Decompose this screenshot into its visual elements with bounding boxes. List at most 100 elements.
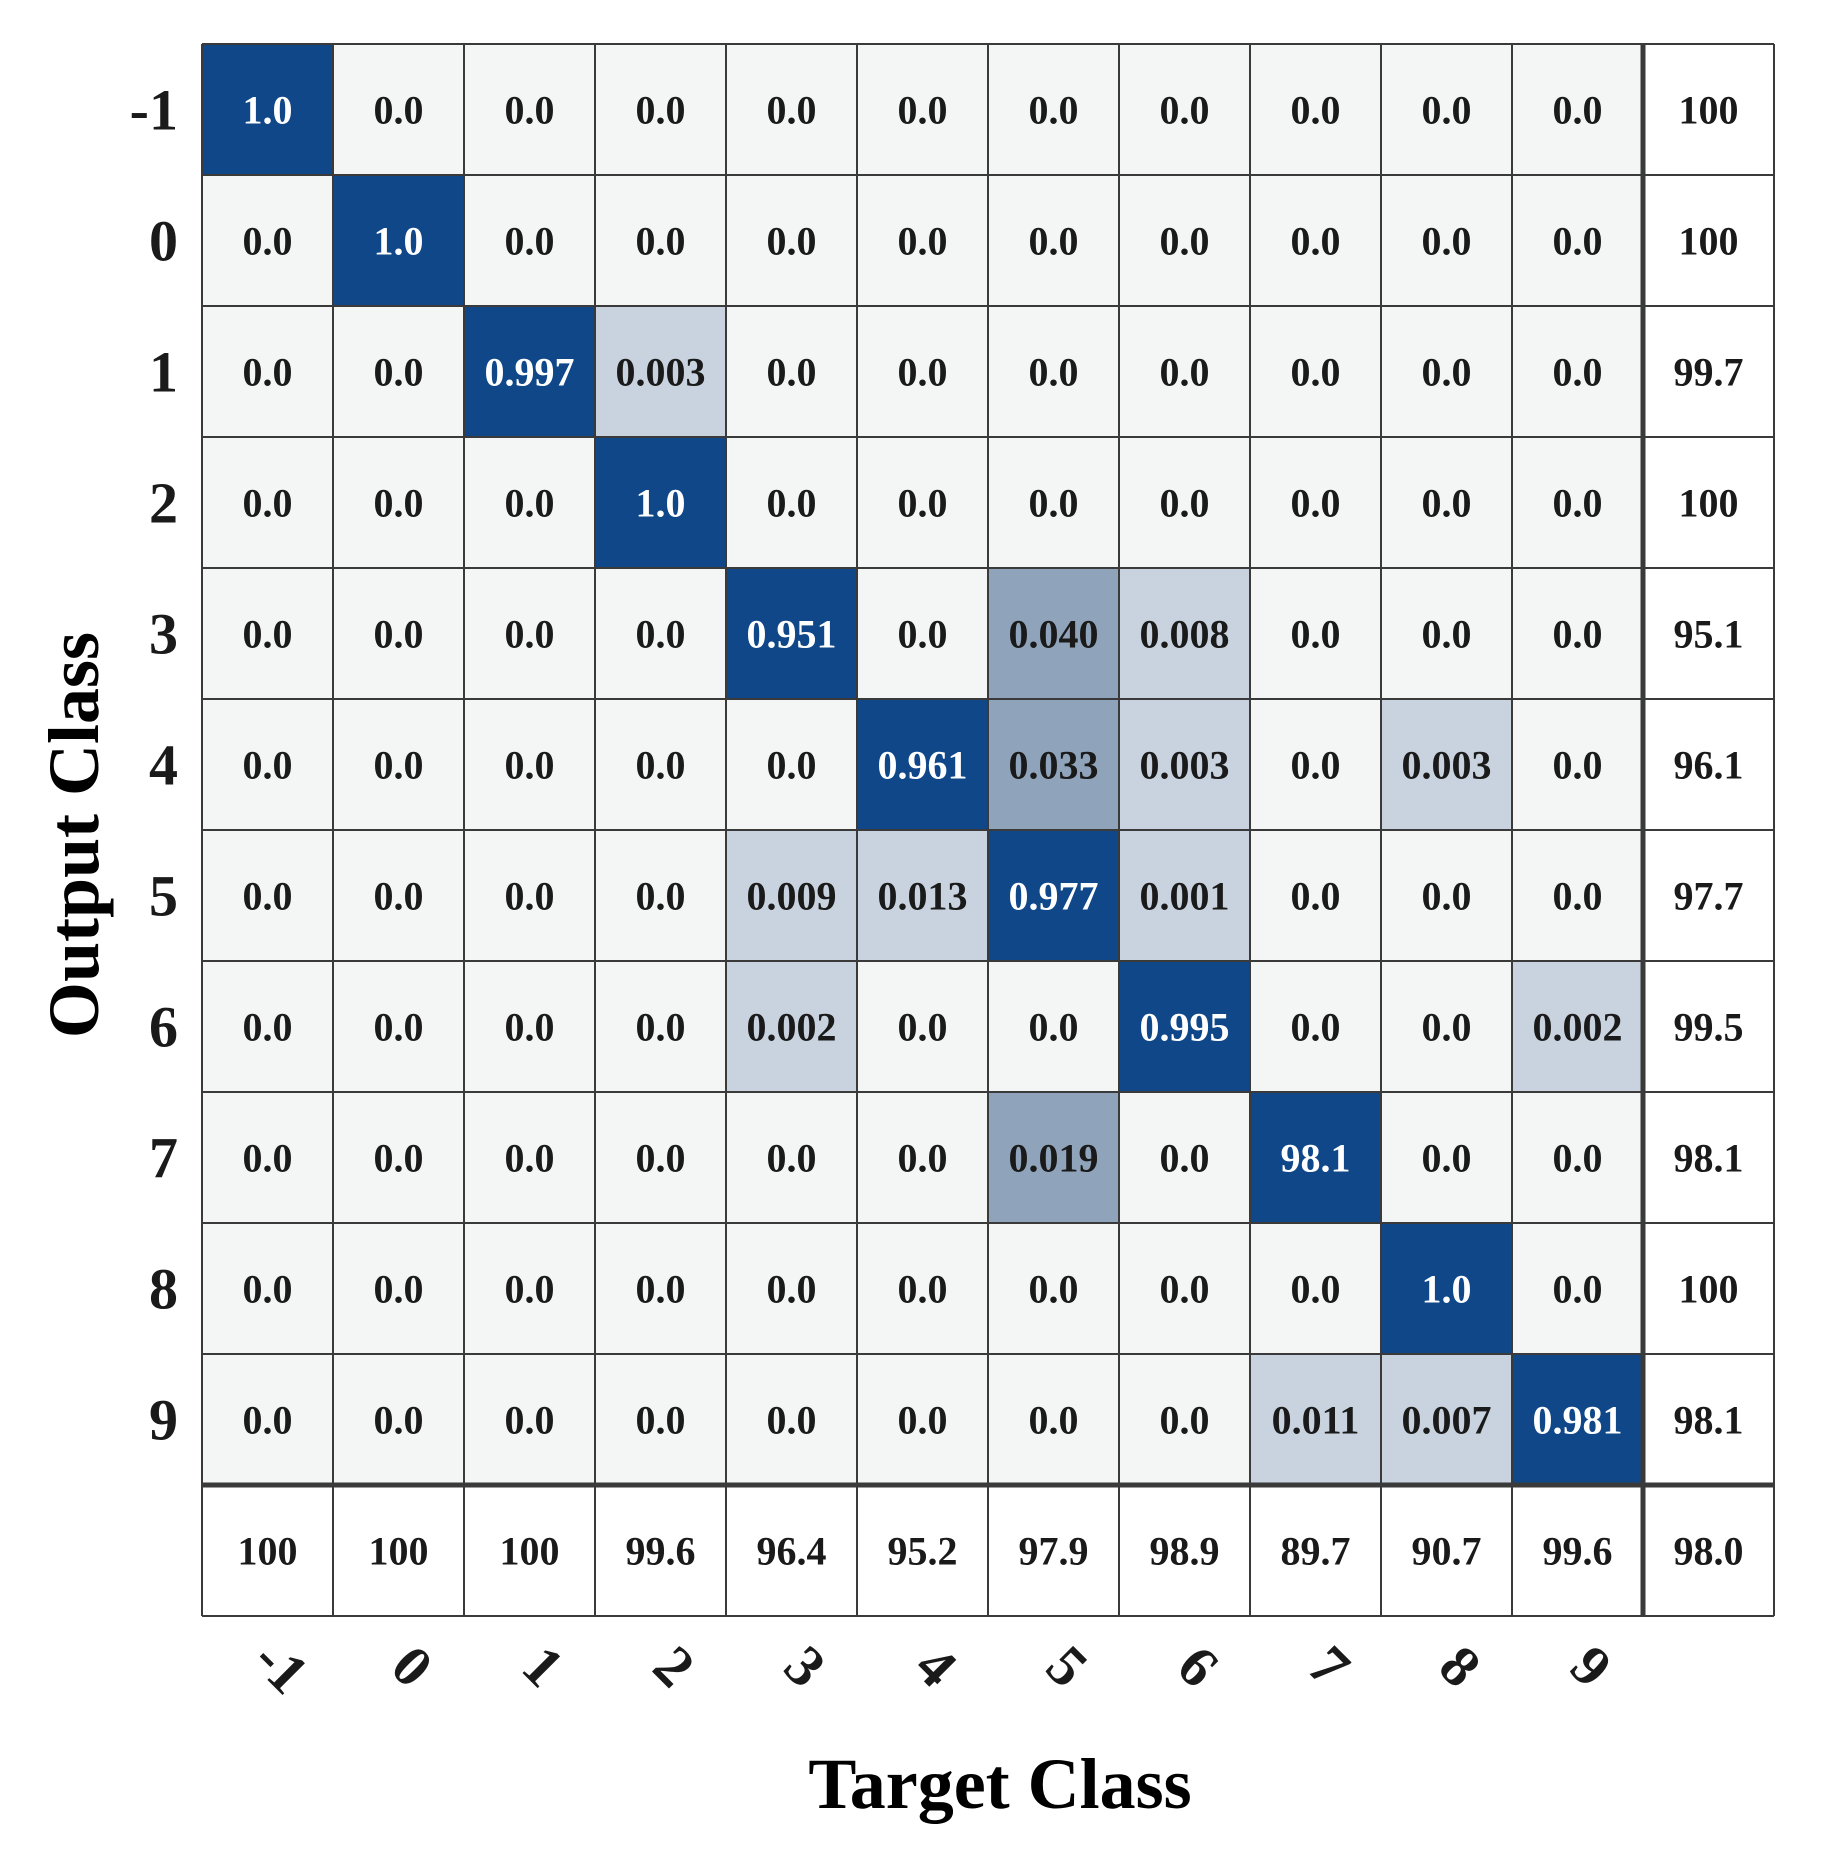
y-tick-label: 4 bbox=[149, 733, 178, 798]
matrix-cell bbox=[1119, 961, 1250, 1092]
matrix-cell bbox=[726, 44, 857, 175]
cell-value: 0.003 bbox=[1402, 743, 1492, 788]
row-summary-value: 98.1 bbox=[1674, 1398, 1744, 1443]
matrix-cell bbox=[1512, 830, 1643, 961]
cell-value: 0.0 bbox=[636, 612, 686, 657]
cell-value: 0.0 bbox=[505, 1136, 555, 1181]
column-summary-value: 98.9 bbox=[1150, 1529, 1220, 1574]
matrix-cell bbox=[1381, 306, 1512, 437]
row-summary-cell bbox=[1643, 699, 1774, 830]
y-axis-title: Output Class bbox=[34, 632, 114, 1038]
matrix-cell bbox=[1381, 961, 1512, 1092]
cell-value: 1.0 bbox=[243, 88, 293, 133]
matrix-cell bbox=[202, 437, 333, 568]
matrix-cell bbox=[988, 1354, 1119, 1485]
cell-value: 0.0 bbox=[898, 350, 948, 395]
matrix-cell bbox=[1250, 961, 1381, 1092]
matrix-cell bbox=[464, 1223, 595, 1354]
row-summary-value: 97.7 bbox=[1674, 874, 1744, 919]
cell-value: 0.0 bbox=[636, 874, 686, 919]
cell-value: 0.0 bbox=[1291, 1267, 1341, 1312]
matrix-cell bbox=[464, 1092, 595, 1223]
matrix-cell bbox=[726, 175, 857, 306]
row-summary-cell bbox=[1643, 961, 1774, 1092]
cell-value: 0.0 bbox=[505, 743, 555, 788]
matrix-cell bbox=[1250, 830, 1381, 961]
matrix-cell bbox=[333, 1092, 464, 1223]
cell-value: 0.0 bbox=[636, 1005, 686, 1050]
column-summary-value: 96.4 bbox=[757, 1529, 827, 1574]
cell-value: 0.0 bbox=[505, 1005, 555, 1050]
grid-lines bbox=[201, 43, 1775, 1617]
cell-value: 0.0 bbox=[1029, 1267, 1079, 1312]
matrix-cell bbox=[202, 44, 333, 175]
y-tick-label: 6 bbox=[149, 995, 178, 1060]
row-summary-value: 99.5 bbox=[1674, 1005, 1744, 1050]
matrix-cell bbox=[988, 568, 1119, 699]
row-summary-value: 100 bbox=[1679, 1267, 1739, 1312]
matrix-cell bbox=[988, 44, 1119, 175]
matrix-cell bbox=[1512, 1223, 1643, 1354]
row-summary-cell bbox=[1643, 1092, 1774, 1223]
cell-value: 0.0 bbox=[767, 219, 817, 264]
y-tick-labels: -1 0 1 2 3 4 5 6 7 8 9 bbox=[130, 78, 178, 1453]
x-tick-label: 8 bbox=[1427, 1633, 1493, 1699]
x-tick-label: 9 bbox=[1558, 1633, 1624, 1699]
matrix-cell bbox=[1119, 44, 1250, 175]
matrix-cell bbox=[202, 175, 333, 306]
matrix-cell bbox=[202, 830, 333, 961]
x-tick-label: 5 bbox=[1034, 1633, 1100, 1699]
cell-value: 0.0 bbox=[1291, 350, 1341, 395]
column-summary-cell bbox=[333, 1485, 464, 1616]
matrix-cell bbox=[1512, 961, 1643, 1092]
matrix-cell bbox=[333, 306, 464, 437]
x-tick-label: 2 bbox=[641, 1633, 707, 1699]
cell-value: 0.0 bbox=[1029, 481, 1079, 526]
row-summary-value: 100 bbox=[1679, 481, 1739, 526]
cell-value: 0.0 bbox=[1160, 481, 1210, 526]
matrix-cells: 1.0 0.0 0.0 0.0 0.0 0.0 0.0 0.0 0.0 0.0 0.0 0.0 1.0 0… bbox=[202, 44, 1643, 1485]
matrix-cell bbox=[857, 699, 988, 830]
cell-value: 0.977 bbox=[1009, 874, 1099, 919]
cell-value: 0.011 bbox=[1272, 1398, 1360, 1443]
matrix-cell bbox=[333, 175, 464, 306]
cell-value: 0.0 bbox=[1553, 1267, 1603, 1312]
column-summary-value: 100 bbox=[369, 1529, 429, 1574]
y-tick-label: 3 bbox=[149, 602, 178, 667]
row-summary-cell bbox=[1643, 44, 1774, 175]
matrix-cell bbox=[202, 1223, 333, 1354]
row-summary-value: 100 bbox=[1679, 219, 1739, 264]
matrix-cell bbox=[1512, 1092, 1643, 1223]
cell-value: 1.0 bbox=[374, 219, 424, 264]
matrix-cell bbox=[988, 830, 1119, 961]
cell-value: 0.0 bbox=[1291, 481, 1341, 526]
matrix-cell bbox=[1381, 699, 1512, 830]
cell-value: 0.0 bbox=[1553, 219, 1603, 264]
column-summary-cell bbox=[726, 1485, 857, 1616]
cell-value: 0.0 bbox=[1291, 743, 1341, 788]
column-summary-value: 100 bbox=[500, 1529, 560, 1574]
column-summary-value: 95.2 bbox=[888, 1529, 958, 1574]
cell-value: 0.0 bbox=[1291, 1005, 1341, 1050]
column-summary-cell bbox=[857, 1485, 988, 1616]
cell-value: 0.0 bbox=[243, 1005, 293, 1050]
cell-value: 0.0 bbox=[1422, 874, 1472, 919]
cell-value: 0.0 bbox=[243, 1398, 293, 1443]
matrix-cell bbox=[726, 437, 857, 568]
matrix-cell bbox=[595, 437, 726, 568]
cell-value: 0.995 bbox=[1140, 1005, 1230, 1050]
row-summary-cell bbox=[1643, 306, 1774, 437]
row-summary-value: 98.1 bbox=[1674, 1136, 1744, 1181]
matrix-cell bbox=[988, 1223, 1119, 1354]
cell-value: 0.0 bbox=[374, 1398, 424, 1443]
matrix-cell bbox=[726, 961, 857, 1092]
cell-value: 0.0 bbox=[898, 1398, 948, 1443]
cell-value: 1.0 bbox=[636, 481, 686, 526]
matrix-cell bbox=[464, 44, 595, 175]
matrix-cell bbox=[1250, 568, 1381, 699]
matrix-cell bbox=[202, 306, 333, 437]
matrix-cell bbox=[595, 44, 726, 175]
matrix-cell bbox=[1381, 437, 1512, 568]
matrix-cell bbox=[1119, 830, 1250, 961]
cell-value: 0.0 bbox=[898, 1267, 948, 1312]
